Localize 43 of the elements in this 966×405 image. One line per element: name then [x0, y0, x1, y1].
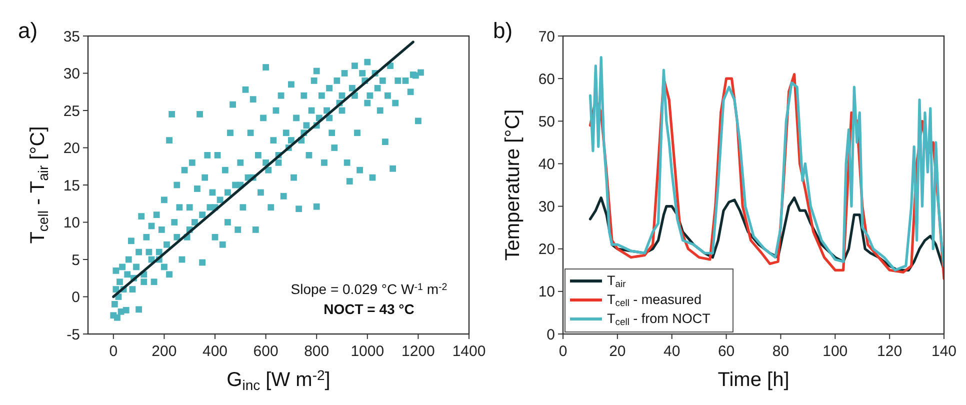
y-tick-label: 50 [538, 113, 555, 130]
y-tick-label: 20 [538, 241, 555, 258]
x-tick-label: 60 [718, 343, 735, 360]
x-axis-title: Time [h] [718, 369, 790, 391]
y-tick-label: 30 [63, 66, 80, 82]
annotation: NOCT = 43 °C [324, 301, 414, 317]
x-tick-label: 600 [253, 343, 278, 360]
legend-label: T$_{cell}$ - measured [607, 292, 702, 310]
y-tick-label: 0 [72, 289, 80, 306]
x-tick-label: 20 [609, 343, 626, 360]
x-tick-label: 400 [202, 343, 228, 360]
y-tick-label: 20 [63, 140, 80, 157]
y-tick-label: 5 [72, 252, 80, 269]
legend-label: T$_{cell}$ - from NOCT [607, 311, 710, 328]
annotation: Slope = 0.029 °C W$^{-1}$ m$^{-2}$ [290, 281, 448, 297]
x-tick-label: 80 [772, 343, 790, 360]
y-tick-label: 0 [546, 326, 555, 344]
y-tick-label: 30 [538, 198, 555, 216]
y-tick-label: 25 [63, 102, 80, 120]
x-tick-label: 140 [931, 343, 957, 360]
x-tick-label: 1000 [350, 343, 384, 360]
chart-title: a) [18, 18, 38, 43]
y-tick-label: -5 [66, 326, 80, 344]
y-tick-label: 40 [538, 156, 555, 173]
x-tick-label: 120 [877, 343, 902, 360]
y-tick-label: 15 [63, 177, 80, 194]
x-tick-label: 200 [152, 343, 177, 360]
x-tick-label: 1400 [452, 343, 486, 360]
y-axis-title: Temperature [°C] [502, 109, 524, 261]
x-tick-label: 40 [664, 343, 680, 360]
x-axis-title: G$_{inc}$ [W m$^{-2}$] [226, 366, 330, 392]
x-tick-label: 100 [822, 343, 848, 360]
y-tick-label: 60 [538, 70, 555, 88]
legend-label: T$_{air}$ [607, 273, 626, 290]
x-tick-label: 1200 [402, 343, 435, 360]
y-tick-label: 35 [63, 28, 80, 46]
y-tick-label: 10 [63, 214, 80, 232]
y-tick-label: 10 [538, 284, 555, 301]
x-tick-label: 800 [304, 343, 330, 360]
y-tick-label: 70 [538, 28, 555, 46]
x-tick-label: 0 [109, 343, 118, 360]
x-tick-label: 0 [558, 343, 568, 360]
chart-title: b) [493, 18, 513, 43]
